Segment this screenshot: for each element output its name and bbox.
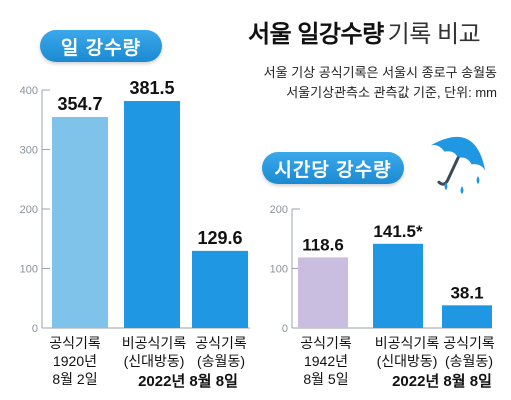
daily-cap-bar3: 공식기록 (송월동) [186,334,256,370]
daily-value-label-1: 354.7 [57,94,102,114]
hourly-tick-label: 100 [270,264,288,276]
daily-cap-bar1-l3: 8월 2일 [52,371,98,387]
hourly-cap-bar1: 공식기록 1942년 8월 5일 [293,334,359,388]
hourly-bar-1 [298,257,348,328]
daily-bar-1 [52,116,108,329]
hourly-cap-bar2: 비공식기록 (신대방동) [365,334,449,370]
hourly-bar-2 [373,243,423,328]
hourly-shared-date: 2022년 8월 8일 [392,373,492,390]
daily-tick-label: 100 [20,264,38,276]
daily-cap-bar1-l1: 공식기록 [49,335,101,351]
daily-cap-bar1: 공식기록 1920년 8월 2일 [42,334,108,388]
hourly-cap-bar1-l1: 공식기록 [300,335,352,351]
daily-cap-bar2-l2: (신대방동) [123,353,185,369]
daily-cap-bar3-l1: 공식기록 [195,335,247,351]
title-text: 서울 일강수량 [248,21,384,48]
daily-cap-bar3-l2: (송월동) [197,353,245,369]
note-line-1: 서울 기상 공식기록은 서울시 종로구 송월동 [263,65,497,80]
daily-value-label-3: 129.6 [197,228,242,248]
note-line-2: 서울기상관측소 관측값 기준, 단위: mm [286,85,497,100]
hourly-tick-label: 200 [270,204,288,216]
hourly-cap-bar2-l1: 비공식기록 [374,335,440,351]
daily-bar-2 [124,101,180,328]
daily-shared-date: 2022년 8월 8일 [138,373,238,390]
umbrella-rain-icon [430,136,486,194]
daily-cap-bar2: 비공식기록 (신대방동) [112,334,196,370]
daily-bar-3 [192,250,248,328]
page-title: 서울 일강수량 기록 비교 [248,14,481,49]
daily-cap-bar1-l2: 1920년 [52,353,98,369]
hourly-value-label-2: 141.5* [373,222,423,241]
hourly-cap-bar2-l2: (신대방동) [376,353,438,369]
hourly-bar-3 [442,305,492,328]
hourly-tick-label: 0 [282,323,288,335]
hourly-cap-bar1-l3: 8월 5일 [303,371,349,387]
daily-value-label-2: 381.5 [129,78,174,98]
daily-tick-label: 0 [32,323,38,335]
daily-tick-label: 400 [20,85,38,97]
hourly-cap-bar3-l2: (송월동) [445,353,493,369]
daily-rainfall-label: 일 강수량 [40,30,162,62]
daily-tick-label: 200 [20,204,38,216]
title-suffix: 기록 비교 [387,21,481,48]
hourly-value-label-1: 118.6 [302,235,344,254]
hourly-cap-bar1-l2: 1942년 [303,353,349,369]
daily-cap-bar2-l1: 비공식기록 [121,335,187,351]
hourly-cap-bar3: 공식기록 (송월동) [434,334,504,370]
hourly-cap-bar3-l1: 공식기록 [443,335,495,351]
hourly-rainfall-label: 시간당 강수량 [262,152,404,184]
daily-tick-label: 300 [20,145,38,157]
hourly-value-label-3: 38.1 [450,283,483,302]
